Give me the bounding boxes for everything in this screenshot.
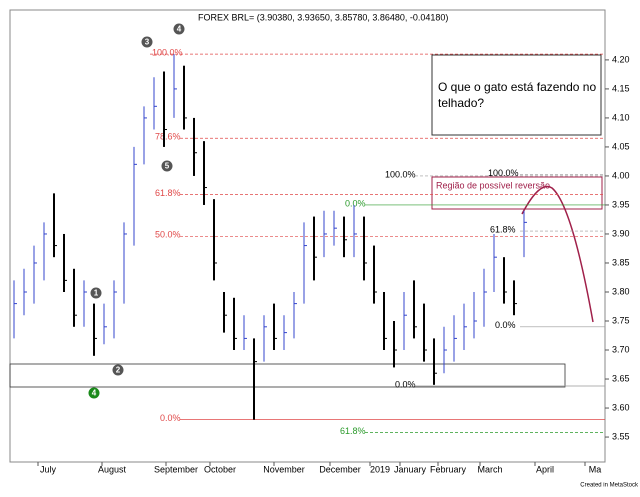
y-tick-label: 3.85 xyxy=(612,257,630,267)
y-tick-label: 3.60 xyxy=(612,402,630,412)
x-tick-label: December xyxy=(319,464,361,474)
footer: Created in MetaStock xyxy=(580,483,639,489)
y-tick-label: 3.70 xyxy=(612,344,630,354)
fib-label: 61.8% xyxy=(490,224,516,234)
x-tick-label: Ma xyxy=(589,464,602,474)
y-tick-label: 3.80 xyxy=(612,286,630,296)
x-tick-label: 2019 xyxy=(370,464,390,474)
wave-marker xyxy=(141,36,153,48)
fib-label: 0.0% xyxy=(160,413,181,423)
wave-label: 1 xyxy=(94,289,99,298)
wave-label: 5 xyxy=(165,162,170,171)
x-tick-label: October xyxy=(204,464,236,474)
wave-label: 3 xyxy=(145,38,150,47)
wave-label: 4 xyxy=(92,389,97,398)
y-tick-label: 3.75 xyxy=(612,315,630,325)
y-tick-label: 4.05 xyxy=(612,141,630,151)
reversal-box xyxy=(431,176,603,210)
y-tick-label: 3.90 xyxy=(612,228,630,238)
y-tick-label: 4.10 xyxy=(612,112,630,122)
note-box xyxy=(431,54,602,136)
fib-label: 61.8% xyxy=(155,188,181,198)
fib-label: 0.0% xyxy=(345,198,366,208)
fib-label: 0.0% xyxy=(395,379,416,389)
y-tick-label: 4.15 xyxy=(612,83,630,93)
x-tick-label: January xyxy=(394,464,427,474)
support-box xyxy=(9,363,566,388)
fib-label: 100.0% xyxy=(152,47,183,57)
x-tick-label: September xyxy=(154,464,198,474)
y-tick-label: 3.65 xyxy=(612,373,630,383)
wave-marker xyxy=(90,287,102,299)
x-tick-label: November xyxy=(263,464,305,474)
fib-label: 100.0% xyxy=(488,168,519,178)
wave-marker xyxy=(173,23,185,35)
y-tick-label: 3.55 xyxy=(612,431,630,441)
wave-label: 2 xyxy=(116,366,121,375)
reversal-text: Região de possível reversão xyxy=(436,180,550,190)
y-tick-label: 4.00 xyxy=(612,170,630,180)
note-text: telhado? xyxy=(438,96,484,110)
y-tick-label: 4.20 xyxy=(612,54,630,64)
fib-label: 61.8% xyxy=(340,426,366,436)
chart-title: FOREX BRL= (3.90380, 3.93650, 3.85780, 3… xyxy=(198,12,448,22)
fib-label: 100.0% xyxy=(385,169,416,179)
x-tick-label: March xyxy=(477,464,502,474)
note-text: O que o gato está fazendo no xyxy=(438,80,596,94)
projection-arrow xyxy=(521,185,594,323)
wave-marker xyxy=(161,160,173,172)
wave-marker xyxy=(88,387,100,399)
x-tick-label: July xyxy=(40,464,57,474)
x-tick-label: February xyxy=(430,464,467,474)
wave-label: 4 xyxy=(177,25,182,34)
fib-label: 78.6% xyxy=(155,132,181,142)
wave-marker xyxy=(112,364,124,376)
fib-label: 0.0% xyxy=(495,320,516,330)
x-tick-label: April xyxy=(536,464,554,474)
x-tick-label: August xyxy=(98,464,127,474)
fib-label: 50.0% xyxy=(155,230,181,240)
y-tick-label: 3.95 xyxy=(612,199,630,209)
